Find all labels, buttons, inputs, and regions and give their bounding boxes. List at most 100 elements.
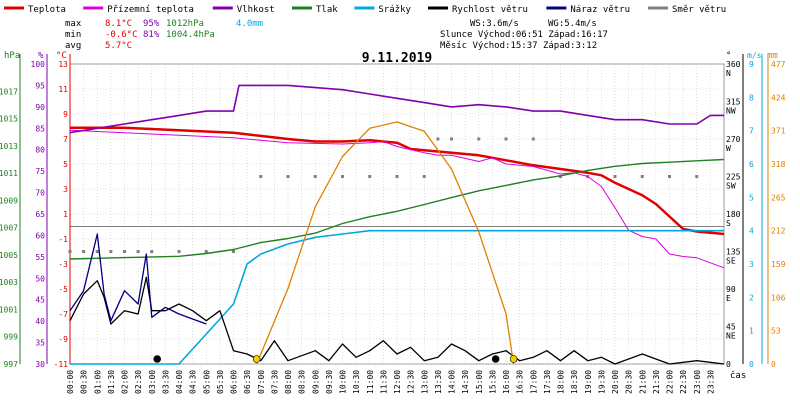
series-gust <box>69 233 207 325</box>
x-tick: 21:00 <box>638 370 647 394</box>
stat-wg: WG:5.4m/s <box>548 19 597 29</box>
y-tick-pct: 55 <box>35 253 45 262</box>
x-tick: 15:00 <box>475 370 484 394</box>
wind-dir-mark <box>150 250 154 253</box>
x-tick: 13:30 <box>434 370 443 394</box>
grid <box>69 63 725 365</box>
wind-dir-mark <box>286 175 290 178</box>
y-tick-pct: 70 <box>35 189 45 198</box>
y-tick-pct: 90 <box>35 103 45 112</box>
x-tick: 18:30 <box>570 370 579 394</box>
series-rain <box>70 229 724 365</box>
y-tick-deg: 225 <box>726 173 741 182</box>
astro-marker <box>153 355 161 363</box>
series-temp <box>70 126 725 236</box>
y-tick-temp: -1 <box>58 235 68 244</box>
astro-marker <box>509 355 518 363</box>
y-tick-mm: 212 <box>771 227 786 236</box>
y-tick-hpa: 1007 <box>0 224 18 233</box>
legend-label: Tlak <box>316 5 338 15</box>
y-tick-pct: 50 <box>35 274 45 283</box>
x-tick: 13:00 <box>420 370 429 394</box>
y-tick-temp: 1 <box>63 210 68 219</box>
axes: 9979991001100310051007100910111013101510… <box>0 54 786 369</box>
y-tick-ms: 2 <box>749 293 754 302</box>
y-tick-hpa: 1015 <box>0 115 18 124</box>
wind-dir-mark <box>123 250 126 253</box>
y-tick-deg-dir: W <box>726 144 731 153</box>
x-tick: 17:00 <box>529 370 538 394</box>
stat-max-hum: 95% <box>143 19 160 29</box>
x-tick: 18:00 <box>557 370 566 394</box>
x-tick: 04:30 <box>189 370 198 394</box>
legend-label: Náraz větru <box>570 5 630 15</box>
wind-dir-mark <box>640 175 644 178</box>
y-tick-hpa: 1001 <box>0 305 18 314</box>
wind-dir-mark <box>177 250 181 253</box>
y-tick-hpa: 1005 <box>0 251 18 260</box>
x-tick: 07:30 <box>270 370 279 394</box>
series-ground <box>69 129 725 269</box>
stat-min-temp: -0.6°C <box>105 30 138 40</box>
y-tick-hpa: 1011 <box>0 169 18 178</box>
y-tick-deg: 0 <box>726 360 731 369</box>
y-tick-temp: -11 <box>54 360 69 369</box>
x-axis-ticks: 00:00 00:30 01:00 01:30 02:00 02:30 03:00 03:30… <box>66 370 715 394</box>
unit-hpa: hPa <box>4 51 20 61</box>
x-tick: 09:30 <box>325 370 334 394</box>
stat-avg-temp: 5.7°C <box>105 41 132 51</box>
x-tick: 11:00 <box>366 370 375 394</box>
y-tick-pct: 65 <box>35 210 45 219</box>
y-tick-deg: 135 <box>726 248 741 257</box>
unit-ms: m/s <box>747 51 762 60</box>
legend-label: Rychlost větru <box>452 5 528 15</box>
x-tick: 23:30 <box>706 370 715 394</box>
y-tick-pct: 95 <box>35 81 45 90</box>
x-tick: 12:30 <box>407 370 416 394</box>
wind-dir-mark <box>82 250 86 253</box>
y-tick-pct: 60 <box>35 231 45 240</box>
wind-dir-mark <box>613 175 617 178</box>
x-tick: 16:00 <box>502 370 511 394</box>
stat-moon: Měsíc Východ:15:37 Západ:3:12 <box>440 41 597 51</box>
y-tick-mm: 371 <box>771 127 786 136</box>
y-tick-deg-dir: NE <box>726 332 736 341</box>
y-tick-ms: 5 <box>749 193 754 202</box>
x-tick: 06:00 <box>230 370 239 394</box>
x-tick: 17:30 <box>543 370 552 394</box>
y-tick-deg: 270 <box>726 135 741 144</box>
legend-label: Vlhkost <box>237 5 275 15</box>
legend-label: Směr větru <box>672 5 726 15</box>
x-tick: 09:00 <box>311 370 320 394</box>
y-tick-deg: 360 <box>726 60 741 69</box>
y-tick-temp: 11 <box>58 85 68 94</box>
x-tick: 14:00 <box>448 370 457 394</box>
x-tick: 20:30 <box>625 370 634 394</box>
wind-dir-mark <box>136 250 140 253</box>
wind-dir-mark <box>395 175 399 178</box>
x-tick: 01:30 <box>107 370 116 394</box>
y-tick-deg-dir: SE <box>726 257 736 266</box>
legend-label: Teplota <box>28 5 66 15</box>
y-tick-temp: -9 <box>58 335 68 344</box>
y-tick-deg: 180 <box>726 210 741 219</box>
stat-max-label: max <box>65 19 82 29</box>
x-tick: 11:30 <box>379 370 388 394</box>
y-tick-temp: -5 <box>58 285 68 294</box>
chart-title: 9.11.2019 <box>362 51 432 66</box>
stat-ws: WS:3.6m/s <box>470 19 519 29</box>
astro-marker <box>252 355 261 363</box>
y-tick-ms: 4 <box>749 227 754 236</box>
x-tick: 15:30 <box>488 370 497 394</box>
wind-dir-mark <box>504 137 508 141</box>
wind-dir-mark <box>668 175 671 178</box>
y-tick-ms: 7 <box>749 127 754 136</box>
wind-dir-mark <box>313 175 317 178</box>
wind-dir-mark <box>531 137 535 141</box>
stat-avg-label: avg <box>65 41 81 51</box>
y-tick-pct: 45 <box>35 296 45 305</box>
x-tick: 00:30 <box>80 370 89 394</box>
y-tick-deg-dir: S <box>726 219 731 228</box>
x-tick: 00:00 <box>66 370 75 394</box>
